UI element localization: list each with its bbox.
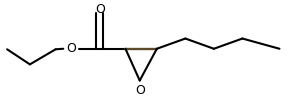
Text: O: O bbox=[135, 84, 145, 97]
Text: O: O bbox=[95, 3, 105, 16]
Text: O: O bbox=[66, 42, 76, 55]
